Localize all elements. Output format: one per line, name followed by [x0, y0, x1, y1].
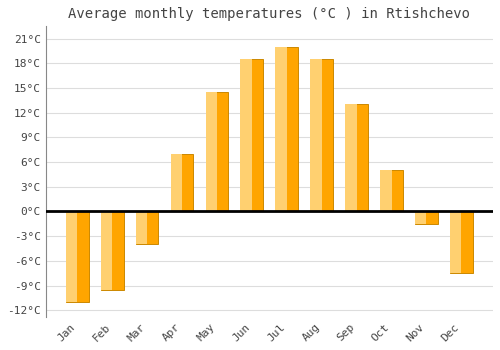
Bar — [346, 104, 356, 211]
Bar — [101, 211, 112, 290]
Bar — [380, 170, 392, 211]
Bar — [240, 59, 252, 211]
Bar — [101, 211, 124, 290]
Bar — [66, 211, 88, 302]
Bar — [450, 211, 472, 273]
Bar — [346, 104, 368, 211]
Bar — [240, 59, 263, 211]
Bar — [136, 211, 147, 244]
Bar — [276, 47, 298, 211]
Bar — [66, 211, 77, 302]
Bar — [380, 170, 403, 211]
Bar — [206, 92, 229, 211]
Bar — [415, 211, 426, 224]
Bar — [310, 59, 322, 211]
Bar — [276, 47, 287, 211]
Bar — [415, 211, 438, 224]
Bar — [310, 59, 333, 211]
Title: Average monthly temperatures (°C ) in Rtishchevo: Average monthly temperatures (°C ) in Rt… — [68, 7, 470, 21]
Bar — [136, 211, 158, 244]
Bar — [206, 92, 217, 211]
Bar — [170, 154, 194, 211]
Bar — [170, 154, 182, 211]
Bar — [450, 211, 462, 273]
